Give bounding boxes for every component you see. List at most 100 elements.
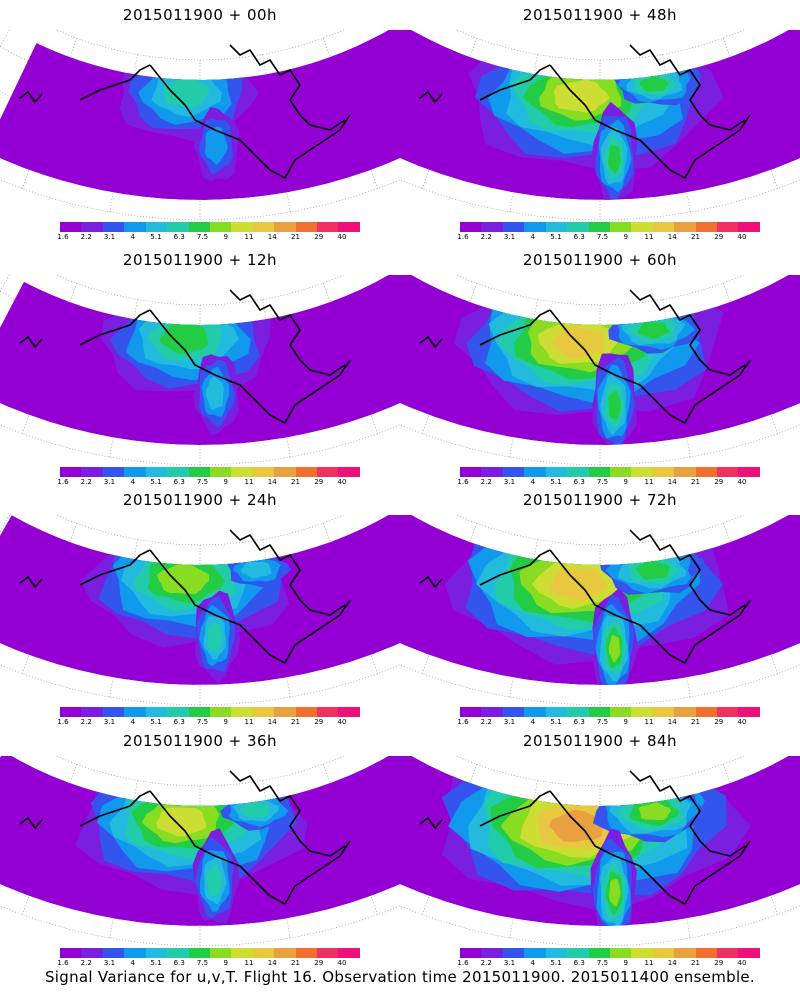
- colorbar-swatch: [738, 707, 760, 717]
- colorbar-swatch: [81, 467, 103, 477]
- coastline-path: [284, 359, 351, 424]
- variance-contour: [207, 622, 223, 653]
- colorbar-label: 5.1: [550, 233, 562, 241]
- colorbar-swatch: [631, 222, 653, 232]
- colorbar-swatch: [231, 707, 253, 717]
- colorbar-label: 7.5: [596, 718, 609, 726]
- colorbar-label: 5.1: [150, 718, 162, 726]
- colorbar-swatch: [717, 467, 739, 477]
- colorbar-label: 40: [737, 233, 747, 241]
- coastline-path: [684, 840, 751, 905]
- panel-title: 2015011900 + 24h: [122, 491, 278, 509]
- colorbar-label: 2.2: [80, 718, 92, 726]
- coastline-path: [19, 336, 43, 348]
- colorbar-label: 29: [314, 233, 324, 241]
- colorbar-swatches: [460, 467, 760, 477]
- colorbar-swatch: [124, 948, 146, 958]
- colorbar-swatches: [460, 222, 760, 232]
- panel-title: 2015011900 + 12h: [122, 251, 278, 269]
- colorbar-swatch: [338, 467, 360, 477]
- colorbar-swatch: [738, 222, 760, 232]
- colorbar-swatch: [60, 467, 82, 477]
- colorbar-swatches: [60, 467, 360, 477]
- colorbar-swatch: [674, 948, 696, 958]
- colorbar-swatch: [460, 707, 482, 717]
- colorbar-label: 4: [130, 478, 135, 486]
- colorbar-label: 14: [667, 233, 677, 241]
- colorbar-swatch: [588, 707, 610, 717]
- colorbar-swatch: [567, 467, 589, 477]
- colorbar-label: 4: [130, 959, 135, 967]
- colorbar-label: 1.6: [457, 718, 469, 726]
- panel-title: 2015011900 + 60h: [522, 251, 678, 269]
- colorbar-label: 2.2: [80, 233, 92, 241]
- colorbar-label: 6.3: [173, 478, 185, 486]
- colorbar-label: 21: [291, 718, 300, 726]
- colorbar-label: 21: [691, 959, 700, 967]
- colorbar-label: 1.6: [457, 478, 469, 486]
- colorbar-label: 2.2: [480, 233, 492, 241]
- colorbar-label: 40: [337, 233, 347, 241]
- colorbar-labels: 1.6 2.2 3.1 4 5.1 6.3 7.5 9 11 14 21 29 40: [457, 477, 760, 487]
- colorbar-label: 2.2: [480, 959, 492, 967]
- colorbar: 1.6 2.2 3.1 4 5.1 6.3 7.5 9 11 14 21 29 40: [57, 707, 360, 727]
- coastline-path: [149, 309, 286, 424]
- colorbar-swatch: [167, 707, 189, 717]
- coastline: [419, 44, 751, 179]
- colorbar-label: 29: [714, 233, 724, 241]
- colorbar-swatch: [145, 948, 168, 958]
- coastline: [19, 289, 351, 424]
- colorbar-swatch: [588, 222, 610, 232]
- colorbar-swatches: [60, 222, 360, 232]
- variance-field: [400, 515, 800, 686]
- colorbar-label: 3.1: [503, 478, 516, 486]
- panel-title: 2015011900 + 00h: [122, 6, 278, 24]
- colorbar-swatch: [274, 222, 296, 232]
- colorbar-swatch: [274, 948, 296, 958]
- colorbar-swatch: [652, 222, 675, 232]
- coastline-path: [149, 64, 286, 179]
- colorbar-label: 5.1: [550, 718, 562, 726]
- variance-map: [0, 756, 400, 946]
- coastline-path: [19, 576, 43, 588]
- variance-contour: [156, 563, 210, 594]
- colorbar-swatch: [524, 467, 546, 477]
- colorbar-swatch: [209, 222, 232, 232]
- colorbar-swatch: [502, 467, 525, 477]
- colorbar-swatch: [652, 948, 675, 958]
- colorbar-label: 3.1: [503, 959, 516, 967]
- variance-contour: [638, 321, 669, 339]
- colorbar-label: 11: [244, 478, 254, 486]
- colorbar-swatch: [524, 222, 546, 232]
- colorbar-label: 3.1: [103, 233, 116, 241]
- variance-map: [400, 515, 800, 705]
- colorbar-swatch: [252, 222, 275, 232]
- colorbar-swatch: [460, 948, 482, 958]
- variance-map: [400, 30, 800, 220]
- colorbar-swatches: [460, 948, 760, 958]
- colorbar-swatch: [145, 467, 168, 477]
- coastline-path: [79, 549, 151, 586]
- colorbar-label: 29: [314, 478, 324, 486]
- variance-field: [0, 515, 400, 685]
- colorbar-swatches: [60, 948, 360, 958]
- colorbar-label: 5.1: [150, 959, 162, 967]
- colorbar-swatch: [717, 948, 739, 958]
- coastline-path: [479, 64, 551, 101]
- colorbar-label: 40: [337, 959, 347, 967]
- colorbar-swatch: [481, 222, 503, 232]
- colorbar-label: 9: [623, 959, 628, 967]
- colorbar-swatch: [695, 467, 718, 477]
- colorbar-swatch: [81, 948, 103, 958]
- colorbar-label: 14: [667, 718, 677, 726]
- colorbar-swatch: [502, 707, 525, 717]
- colorbar-label: 9: [623, 233, 628, 241]
- coastline-path: [149, 790, 286, 905]
- coastline-path: [629, 289, 746, 376]
- colorbar-label: 29: [714, 959, 724, 967]
- colorbar-label: 21: [691, 478, 700, 486]
- panel-84h: 2015011900 + 84h 1.6 2.2 3.1 4 5.1 6.3 7.5 9 11 1…: [400, 726, 800, 967]
- variance-map: [0, 30, 400, 220]
- colorbar-swatch: [652, 467, 675, 477]
- colorbar-label: 3.1: [103, 478, 116, 486]
